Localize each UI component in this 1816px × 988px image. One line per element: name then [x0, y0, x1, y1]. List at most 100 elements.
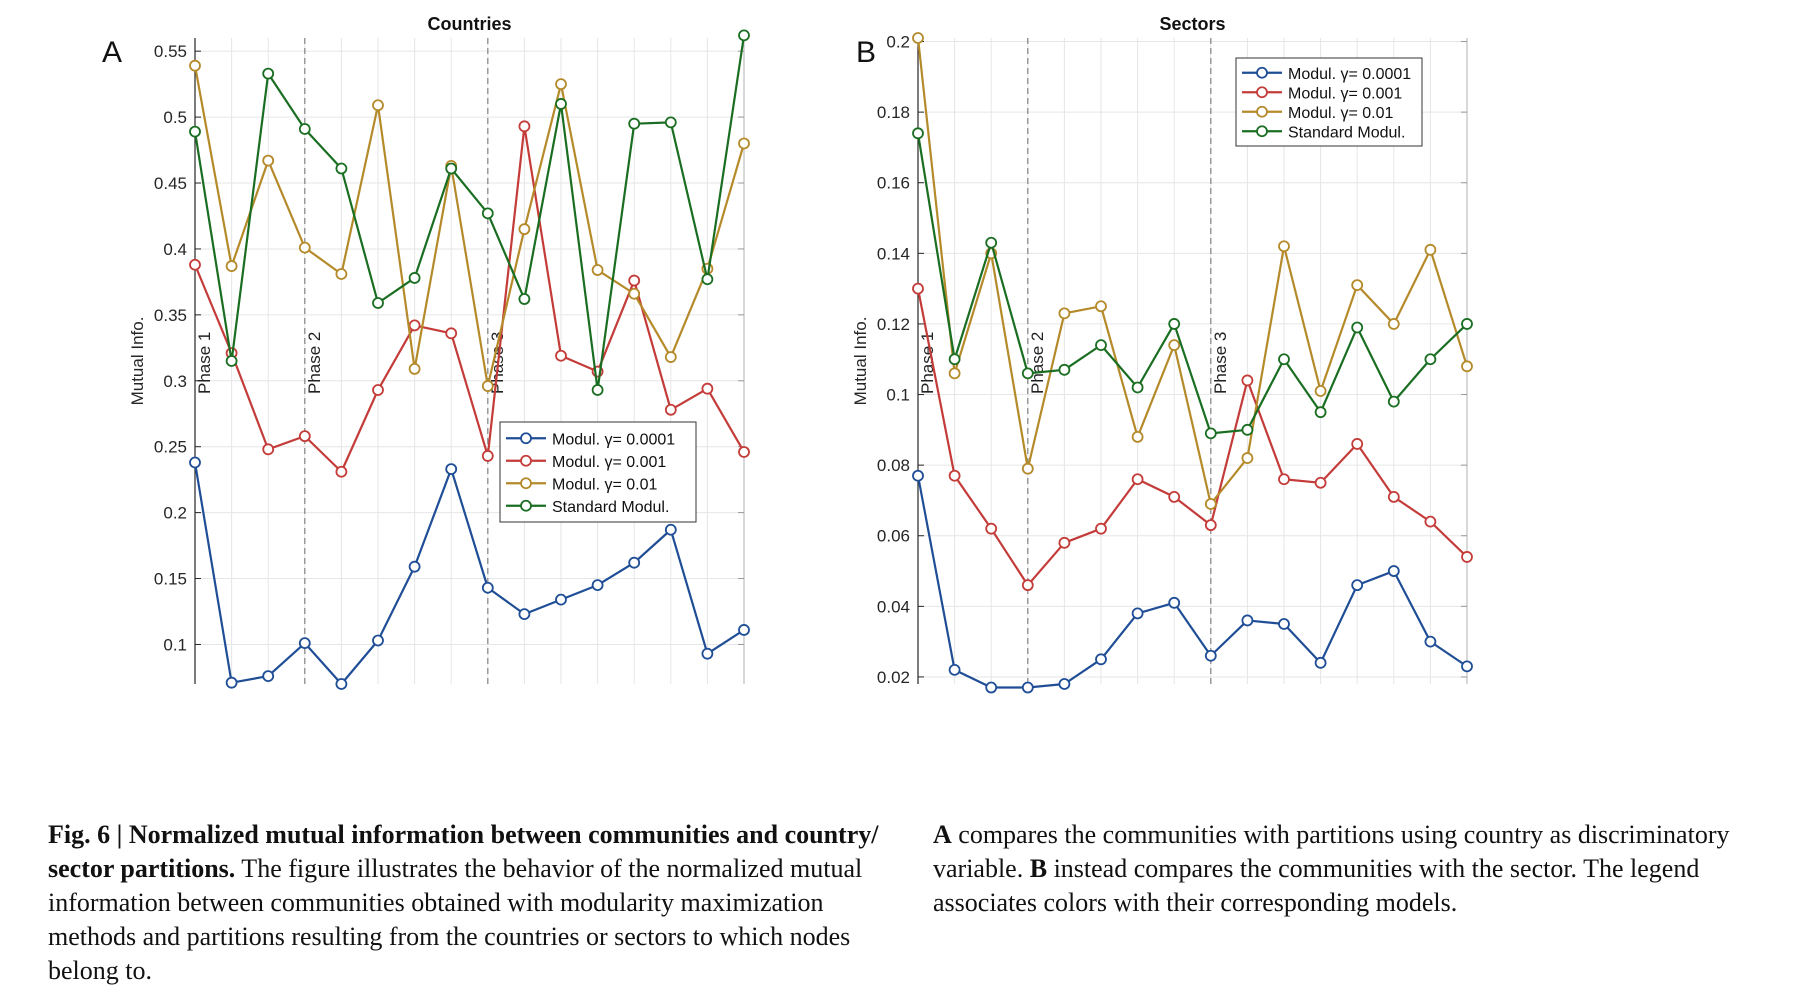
figure: Phase 1 Phase 2 Phase 3 0.1 0.15 0.2 0.25 0.3 0.…: [102, 14, 1473, 694]
legend-label: Modul. γ= 0.01: [1288, 105, 1394, 122]
data-point: [1351, 279, 1364, 292]
data-point: [1314, 385, 1327, 397]
data-point: [948, 469, 961, 482]
data-point: [1204, 498, 1217, 510]
data-point: [1095, 339, 1107, 352]
legend-marker: [1256, 66, 1268, 79]
legend-marker: [520, 432, 532, 445]
data-point: [408, 272, 421, 284]
data-point: [518, 223, 531, 236]
legend-marker: [1256, 125, 1268, 138]
series-line: [193, 125, 745, 473]
data-point: [912, 32, 924, 44]
data-point: [298, 637, 311, 650]
legend-marker: [1256, 86, 1268, 99]
data-point: [1095, 653, 1107, 666]
series-line: [916, 133, 1468, 435]
data-point: [948, 353, 961, 366]
data-point: [1131, 430, 1144, 443]
data-point: [445, 327, 458, 340]
data-point: [738, 137, 750, 150]
data-point: [262, 154, 275, 167]
data-point: [1351, 321, 1364, 334]
data-point: [1241, 452, 1254, 464]
data-point: [372, 297, 384, 309]
y-tick-label: 0.04: [877, 597, 910, 616]
data-point: [1058, 307, 1071, 320]
data-point: [518, 608, 531, 621]
data-point: [189, 125, 201, 138]
data-point: [1021, 681, 1034, 694]
data-point: [1424, 515, 1437, 528]
data-point: [1241, 423, 1254, 436]
data-point: [628, 117, 641, 130]
caption-panel-a-ref: A: [933, 820, 952, 849]
data-point: [262, 443, 275, 456]
data-point: [985, 681, 998, 694]
data-point: [1058, 363, 1071, 376]
data-point: [701, 382, 714, 395]
data-point: [225, 260, 238, 272]
y-axis-label: Mutual Info.: [851, 317, 870, 406]
data-point: [1424, 635, 1437, 648]
data-point: [1168, 339, 1181, 352]
y-tick-label: 0.55: [154, 42, 187, 61]
data-point: [298, 123, 311, 135]
data-point: [1204, 519, 1217, 532]
y-tick-label: 0.18: [877, 103, 910, 122]
legend-label: Modul. γ= 0.001: [1288, 85, 1402, 102]
data-point: [1058, 678, 1071, 690]
data-point: [1314, 476, 1327, 489]
y-tick-label: 0.5: [163, 108, 187, 127]
data-point: [225, 355, 238, 367]
y-tick-label: 0.02: [877, 668, 910, 687]
y-axis-label: Mutual Info.: [128, 317, 147, 406]
series-line: [193, 35, 746, 392]
data-point: [1204, 427, 1217, 440]
y-tick-label: 0.12: [877, 315, 910, 334]
caption-body-b: instead compares the communities with th…: [933, 854, 1700, 917]
phase-label: Phase 3: [1211, 332, 1230, 394]
data-point: [912, 282, 924, 295]
data-point: [948, 663, 961, 676]
legend: Modul. γ= 0.0001 Modul. γ= 0.001 Modul. γ=…: [499, 421, 697, 523]
y-tick-label: 0.35: [154, 306, 187, 325]
data-point: [408, 319, 421, 332]
data-point: [1131, 473, 1144, 486]
legend-label: Modul. γ= 0.01: [552, 476, 658, 493]
data-point: [1168, 596, 1181, 609]
data-point: [298, 430, 311, 443]
legend-label: Modul. γ= 0.0001: [552, 431, 675, 448]
data-point: [1387, 395, 1400, 408]
data-point: [555, 98, 567, 110]
data-point: [738, 446, 750, 458]
legend-label: Modul. γ= 0.001: [552, 454, 666, 471]
series-4: [912, 127, 1473, 440]
data-point: [189, 59, 201, 72]
data-point: [335, 465, 348, 478]
data-point: [1021, 579, 1034, 592]
legend-marker: [520, 454, 532, 467]
phase-label: Phase 2: [305, 332, 324, 394]
data-point: [481, 581, 494, 594]
series-line: [193, 462, 745, 686]
data-point: [298, 241, 311, 254]
data-point: [1021, 367, 1034, 380]
data-point: [1021, 462, 1034, 475]
data-point: [372, 384, 384, 396]
data-point: [1424, 243, 1437, 256]
data-point: [1168, 491, 1181, 503]
data-point: [1461, 551, 1473, 563]
data-point: [1351, 438, 1364, 450]
data-point: [1131, 607, 1144, 620]
phase-label: Phase 2: [1028, 332, 1047, 394]
data-point: [1278, 353, 1290, 366]
data-point: [225, 676, 238, 689]
data-point: [985, 522, 998, 535]
data-point: [1058, 536, 1071, 549]
caption-title: Fig. 6 | Normalized mutual information b…: [48, 820, 879, 883]
data-point: [664, 523, 677, 536]
y-tick-label: 0.2: [886, 33, 910, 52]
data-point: [555, 78, 567, 91]
data-point: [1387, 491, 1400, 503]
